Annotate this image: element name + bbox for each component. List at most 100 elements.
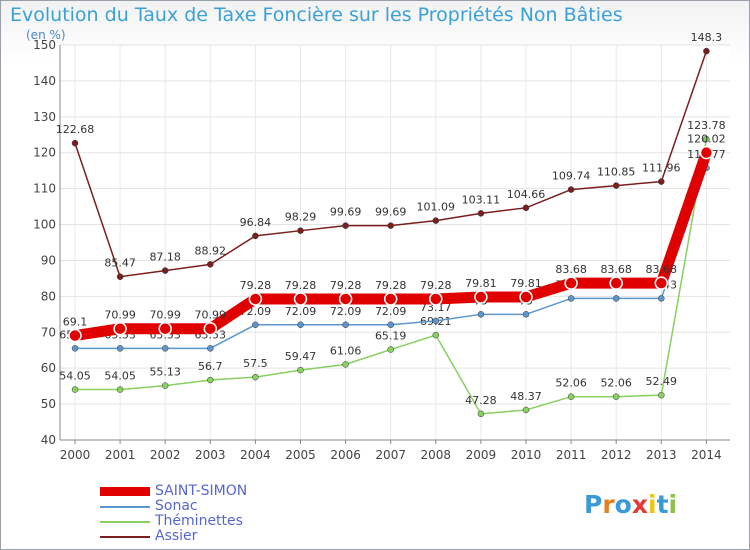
data-label: 109.74 [552, 170, 591, 183]
data-label: 101.09 [417, 201, 456, 214]
legend-label: Assier [155, 528, 198, 544]
data-label: 85.47 [104, 257, 136, 270]
data-point [252, 232, 259, 240]
data-label: 99.69 [330, 206, 362, 219]
data-label: 96.84 [240, 216, 272, 229]
data-label: 72.09 [285, 305, 317, 318]
data-point [116, 386, 124, 393]
data-point [161, 345, 169, 352]
x-tick-label: 2011 [556, 448, 587, 462]
data-label: 83.68 [555, 263, 587, 276]
data-label: 79.28 [240, 279, 272, 292]
legend-swatch [100, 487, 150, 496]
data-label: 72.09 [330, 305, 362, 318]
brand-letter: x [631, 490, 648, 519]
data-label: 104.66 [507, 188, 546, 201]
data-point [297, 321, 304, 329]
y-tick-label: 150 [33, 38, 56, 52]
data-label: 47.28 [465, 394, 497, 407]
data-point [207, 261, 214, 268]
data-label: 52.06 [600, 377, 632, 390]
data-point [658, 295, 665, 302]
data-point [342, 361, 349, 368]
data-point [387, 222, 394, 229]
data-point [71, 345, 79, 352]
data-point [161, 267, 169, 274]
data-label: 98.29 [285, 211, 317, 224]
data-point [567, 393, 575, 400]
data-label: 48.37 [510, 390, 542, 403]
data-point [68, 328, 82, 343]
data-label: 72.09 [375, 305, 407, 318]
data-label: 79.28 [330, 279, 362, 292]
data-point [567, 186, 575, 193]
data-point [383, 292, 398, 306]
data-label: 54.05 [104, 370, 136, 383]
chart-subtitle: (en %) [26, 28, 66, 42]
data-label: 148.3 [691, 31, 723, 44]
data-label: 83.68 [600, 263, 632, 276]
y-tick-label: 50 [41, 397, 56, 411]
data-point [612, 182, 620, 189]
data-point [432, 217, 440, 224]
data-label: 123.78 [687, 119, 726, 132]
data-label: 52.06 [555, 377, 587, 390]
data-point [293, 292, 308, 306]
data-point [519, 290, 533, 304]
data-point [658, 391, 665, 399]
data-point [297, 227, 304, 234]
data-point [252, 321, 259, 329]
x-tick-label: 2010 [511, 448, 542, 462]
data-point [116, 345, 124, 352]
y-tick-label: 130 [33, 110, 56, 124]
brand-letter: i [668, 490, 678, 519]
legend-label: Sonac [155, 498, 198, 514]
data-point [207, 376, 214, 384]
data-label: 83.68 [646, 263, 678, 276]
data-point [612, 295, 620, 302]
data-point [71, 386, 79, 393]
data-point [703, 47, 710, 55]
y-tick-label: 70 [41, 325, 56, 339]
series-assier: 122.68 85.47 87.18 88.92 96.84 98.29 99.69 99.6… [56, 31, 722, 280]
y-tick-label: 110 [33, 182, 56, 196]
data-label: 52.49 [646, 375, 678, 388]
data-point [477, 410, 485, 418]
data-label: 103.11 [462, 193, 501, 206]
data-point [297, 366, 304, 374]
data-label: 87.18 [149, 251, 181, 264]
data-point [252, 373, 259, 381]
plot-area [60, 45, 730, 440]
y-tick-label: 60 [41, 361, 56, 375]
data-point [474, 290, 488, 304]
brand-letter: i [648, 490, 657, 519]
legend-swatch [100, 521, 150, 523]
data-point [432, 317, 440, 325]
data-point [522, 406, 530, 414]
legend-swatch [100, 536, 150, 538]
data-point [387, 346, 394, 353]
data-label: 56.7 [198, 360, 223, 373]
data-point [477, 311, 485, 318]
data-label: 111.96 [642, 162, 681, 175]
data-label: 70.99 [104, 309, 136, 322]
y-tick-label: 80 [41, 289, 56, 303]
data-point [564, 276, 578, 290]
data-point [248, 292, 263, 306]
x-tick-label: 2012 [601, 448, 632, 462]
data-point [658, 178, 665, 185]
legend-swatch [100, 506, 150, 508]
data-point [567, 295, 575, 302]
data-point [612, 393, 620, 400]
x-tick-label: 2013 [646, 448, 677, 462]
data-label: 57.5 [243, 357, 268, 370]
data-point [207, 345, 214, 352]
data-label: 65.19 [375, 330, 407, 343]
x-tick-label: 2002 [150, 448, 181, 462]
data-label: 88.92 [195, 244, 227, 257]
data-point [522, 311, 530, 318]
series-saint-simon: 69.1 70.99 70.99 70.99 79.28 79.28 79.28 79.28 7… [63, 133, 726, 343]
y-tick-label: 140 [33, 74, 56, 88]
brand-letter: o [614, 490, 632, 519]
